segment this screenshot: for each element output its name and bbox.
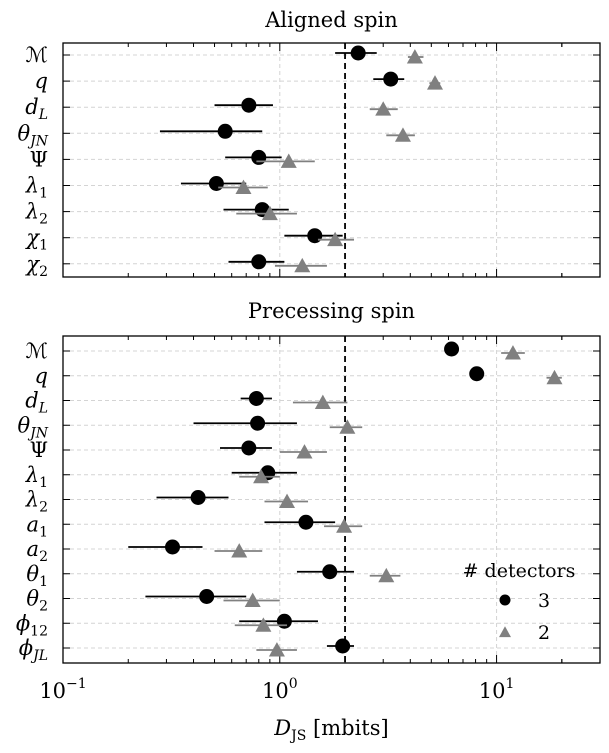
data-point <box>327 231 344 247</box>
data-point <box>244 592 261 607</box>
data-point <box>261 205 278 221</box>
data-point <box>298 514 314 530</box>
y-tick-label: q <box>35 69 48 93</box>
data-point <box>208 176 224 191</box>
legend: # detectors 3 2 <box>463 560 576 644</box>
data-point <box>339 419 356 434</box>
legend-entry: 3 <box>499 590 550 612</box>
data-point <box>199 589 215 604</box>
y-tick-label: θJN <box>17 413 48 441</box>
plot-frame <box>62 335 601 664</box>
series-3 <box>128 341 485 654</box>
y-tick-label: ϕJL <box>19 636 48 664</box>
y-tick-label: Ψ <box>30 438 48 462</box>
y-tick-label: dL <box>25 95 48 123</box>
data-point <box>469 366 485 382</box>
data-point <box>241 440 257 456</box>
grid <box>62 336 600 663</box>
plot-frame <box>62 42 601 278</box>
data-point <box>444 341 460 357</box>
y-tick-label: θ2 <box>26 587 48 615</box>
y-tick-label: λ2 <box>25 200 48 228</box>
data-point <box>307 228 323 244</box>
series-3 <box>159 45 405 270</box>
legend-label: 3 <box>538 590 550 612</box>
data-point <box>375 101 392 116</box>
data-point <box>268 642 285 657</box>
y-tick-label: dL <box>25 389 48 417</box>
x-axis-label: DJS [mbits] <box>273 716 388 744</box>
data-point <box>504 345 521 360</box>
x-tick-label: 101 <box>479 676 515 703</box>
data-point <box>280 153 297 168</box>
data-point <box>336 518 353 533</box>
series-2 <box>214 345 563 657</box>
data-point <box>378 567 395 583</box>
y-tick-label: a2 <box>27 537 48 565</box>
panel-title: Aligned spin <box>264 8 398 32</box>
y-tick-label: ℳ <box>26 339 48 363</box>
y-tick-label: θJN <box>17 121 48 149</box>
y-tick-label: θ1 <box>26 562 48 590</box>
data-point <box>231 543 248 558</box>
data-point <box>253 468 270 484</box>
x-tick-label: 10−1 <box>39 676 86 703</box>
y-tick-label: q <box>35 364 48 388</box>
y-tick-label: λ1 <box>25 463 48 491</box>
data-point <box>248 391 264 406</box>
legend-marker-triangle <box>499 626 511 638</box>
data-point <box>383 71 399 87</box>
data-point <box>190 490 206 505</box>
data-point <box>335 638 351 654</box>
panel-title: Precessing spin <box>248 299 415 323</box>
data-point <box>314 394 331 409</box>
x-axis: 10−1 100 101 DJS [mbits] <box>39 676 514 744</box>
data-point <box>276 613 292 629</box>
data-point <box>296 444 313 459</box>
y-tick-label: ℳ <box>26 43 48 67</box>
x-tick-label: 100 <box>262 676 298 703</box>
y-tick-label: χ1 <box>24 226 48 254</box>
data-point <box>250 415 266 431</box>
data-point <box>165 539 181 555</box>
data-point <box>255 617 272 632</box>
data-point <box>294 257 311 273</box>
data-point <box>427 75 444 90</box>
data-point <box>235 179 252 194</box>
y-tick-label: λ1 <box>25 174 48 202</box>
series-2 <box>218 49 444 273</box>
x-ticks <box>62 43 601 277</box>
y-tick-label: Ψ <box>30 147 48 171</box>
data-point <box>394 127 411 142</box>
data-point <box>322 564 338 580</box>
legend-entry: 2 <box>499 622 550 644</box>
data-point <box>241 97 257 113</box>
data-point <box>251 149 267 165</box>
data-point <box>251 254 267 270</box>
data-point <box>279 493 296 508</box>
legend-label: 2 <box>538 622 550 644</box>
y-tick-label: a1 <box>27 512 48 540</box>
legend-marker-circle <box>499 594 511 606</box>
data-point <box>546 369 563 385</box>
y-tick-label: ϕ12 <box>16 611 48 639</box>
y-tick-label: χ2 <box>24 252 48 280</box>
data-point <box>406 49 423 64</box>
panel-precessing-spin: Precessing spin ℳqdLθJNΨλ1λ2a1a2θ1θ2ϕ12ϕJ… <box>16 299 601 664</box>
legend-title: # detectors <box>463 560 576 582</box>
data-point <box>217 123 233 139</box>
data-point <box>350 45 366 61</box>
y-tick-label: λ2 <box>25 488 48 516</box>
